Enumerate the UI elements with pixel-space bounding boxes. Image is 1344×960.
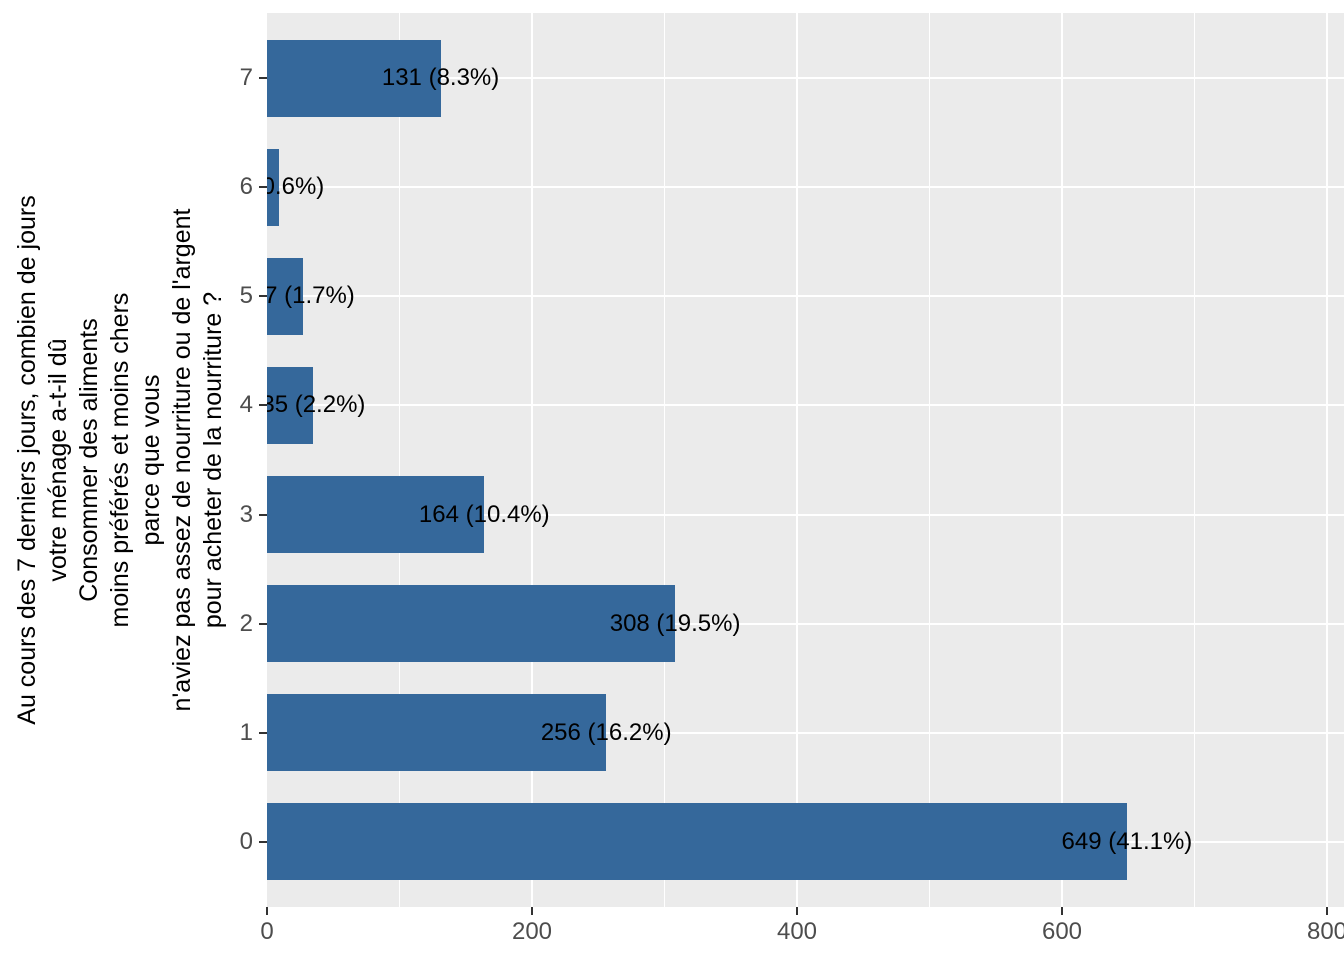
x-tick-label: 800 (1306, 918, 1344, 945)
gridline-major-horizontal (267, 513, 1344, 516)
gridline-major-vertical (1326, 13, 1328, 907)
y-tick-mark (259, 404, 267, 407)
gridline-major-horizontal (267, 295, 1344, 298)
gridline-major-horizontal (267, 77, 1344, 80)
y-tick-mark (259, 186, 267, 189)
y-axis-title: Au cours des 7 derniers jours, combien d… (12, 13, 229, 907)
x-tick-mark (1326, 907, 1328, 915)
gridline-major-vertical (1061, 13, 1063, 907)
x-tick-label: 400 (776, 918, 818, 945)
x-tick-label: 200 (511, 918, 553, 945)
gridline-major-horizontal (267, 404, 1344, 407)
y-tick-mark (259, 77, 267, 80)
bar-value-label: 164 (10.4%) (418, 500, 550, 528)
x-tick-mark (1061, 907, 1063, 915)
y-tick-mark (259, 731, 267, 734)
bar-category-7 (267, 39, 441, 117)
gridline-major-horizontal (267, 731, 1344, 734)
gridline-major-vertical (531, 13, 533, 907)
bar-category-1 (267, 694, 607, 772)
bar-value-label: 256 (16.2%) (540, 718, 672, 746)
y-tick-label: 5 (239, 282, 253, 310)
y-axis-title-line: Au cours des 7 derniers jours, combien d… (13, 195, 41, 725)
bar-value-label: 308 (19.5%) (609, 609, 741, 637)
gridline-major-vertical (796, 13, 798, 907)
bar-category-5 (267, 257, 303, 335)
bar-value-label: 27 (1.7%) (267, 282, 355, 310)
x-tick-mark (531, 907, 533, 915)
gridline-minor-vertical (1194, 13, 1195, 907)
y-tick-label: 6 (239, 173, 253, 201)
bar-value-label: 9 (0.6%) (267, 173, 325, 201)
bar-value-label: 35 (2.2%) (267, 391, 366, 419)
y-axis-title-line: votre ménage a-t-il dû (44, 338, 72, 582)
y-tick-label: 0 (239, 827, 253, 855)
gridline-major-horizontal (267, 186, 1344, 189)
y-tick-label: 4 (239, 391, 253, 419)
bar-category-6 (267, 148, 279, 226)
x-tick-label: 600 (1041, 918, 1083, 945)
y-tick-label: 7 (239, 64, 253, 92)
gridline-minor-vertical (664, 13, 665, 907)
y-tick-mark (259, 513, 267, 516)
plot-panel: 131 (8.3%) 9 (0.6%) 27 (1.7%) 35 (2.2%) 164 … (267, 13, 1344, 907)
bar-category-4 (267, 366, 314, 444)
gridline-minor-vertical (399, 13, 400, 907)
bar-value-label: 649 (41.1%) (1061, 827, 1193, 855)
y-axis-title-line: moins préférés et moins chers (106, 292, 134, 628)
y-tick-mark (259, 295, 267, 298)
y-axis-title-line: pour acheter de la nourriture ? (199, 291, 227, 629)
gridline-minor-vertical (929, 13, 930, 907)
y-axis-title-line: Consommer des aliments (75, 318, 103, 602)
bar-category-2 (267, 585, 676, 663)
bar-value-label: 131 (8.3%) (381, 64, 500, 92)
y-tick-label: 2 (239, 609, 253, 637)
y-tick-label: 1 (239, 718, 253, 746)
y-tick-mark (259, 840, 267, 843)
y-tick-label: 3 (239, 500, 253, 528)
bar-category-0 (267, 803, 1127, 881)
bar-category-3 (267, 476, 485, 553)
x-tick-mark (266, 907, 268, 915)
x-tick-label: 0 (260, 918, 274, 945)
y-tick-mark (259, 622, 267, 625)
x-tick-mark (796, 907, 798, 915)
y-axis-title-line: n'aviez pas assez de nourriture ou de l'… (168, 208, 196, 712)
gridline-major-horizontal (267, 622, 1344, 625)
y-axis-title-line: parce que vous (137, 374, 165, 546)
